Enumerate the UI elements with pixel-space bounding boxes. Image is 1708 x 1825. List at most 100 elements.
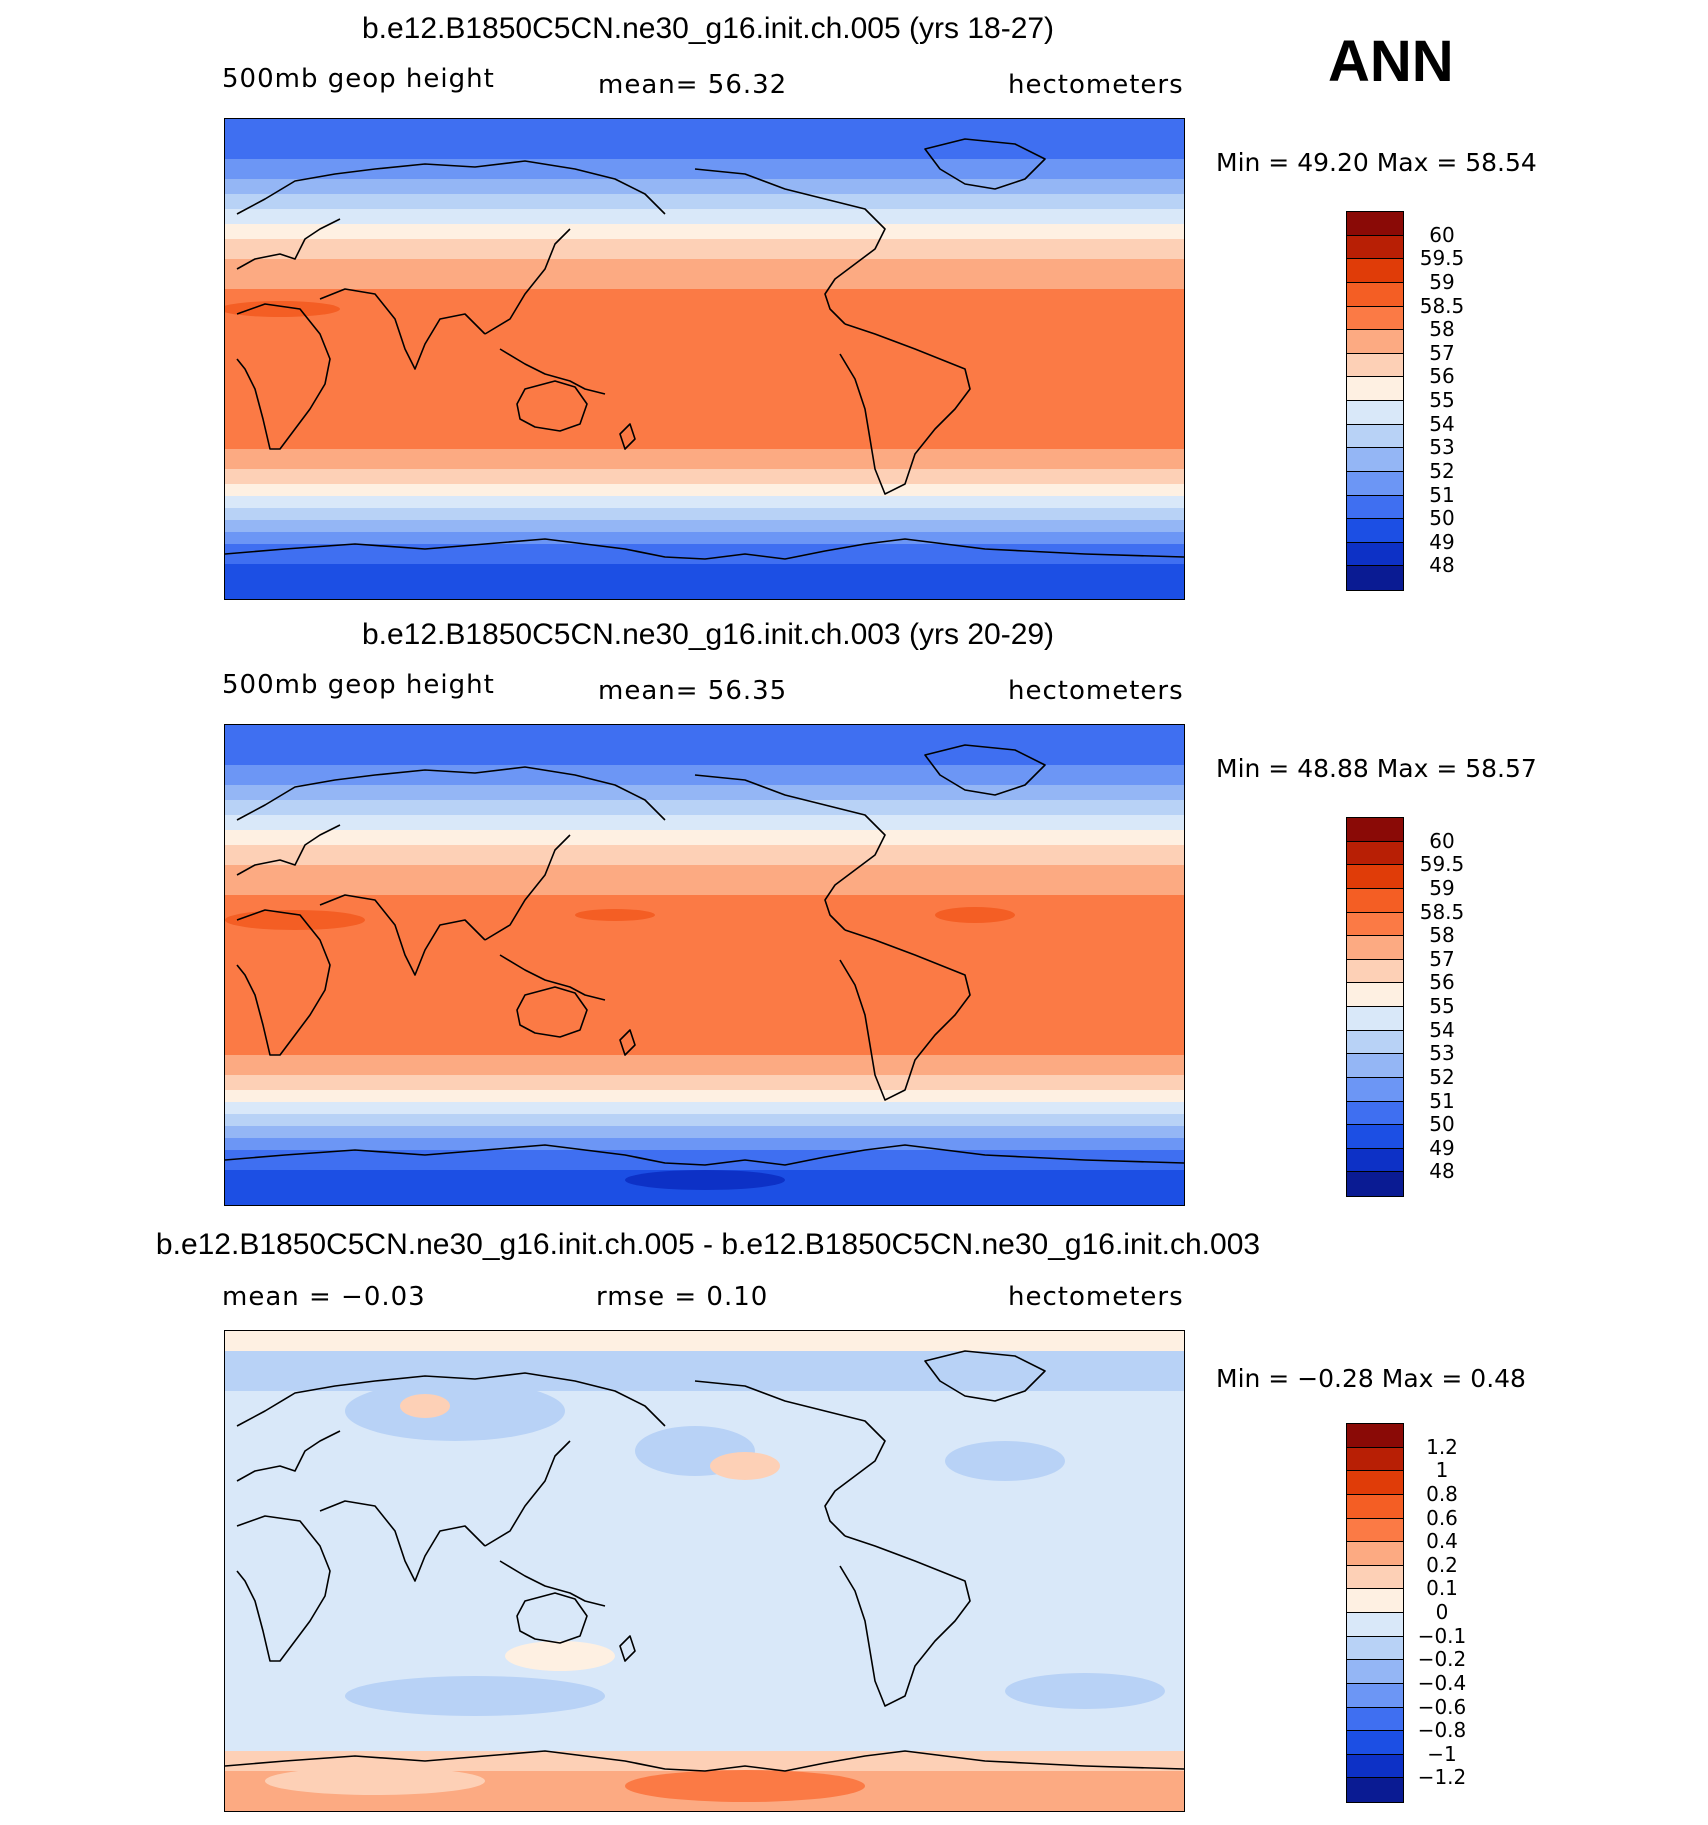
panel-3-coastline <box>694 1380 886 1537</box>
panel-3-coastline <box>236 1372 666 1427</box>
panel-3-coastline <box>839 1535 971 1707</box>
panel-2-contour-band <box>225 785 1184 800</box>
panel-1-colorbar-tick-label: 51 <box>1429 482 1455 507</box>
panel-1-colorbar-tick-label: 57 <box>1429 340 1455 365</box>
panel-1-contour-band <box>225 496 1184 508</box>
panel-1-colorbar-cell <box>1347 235 1403 260</box>
panel-1-contour-band <box>225 564 1184 599</box>
panel-2-colorbar-tick-label: 49 <box>1429 1135 1455 1160</box>
panel-1-contour-band <box>225 532 1184 544</box>
panel-3-colorbar-tick-label: −0.2 <box>1417 1647 1467 1672</box>
panel-1-coastline <box>225 538 1184 560</box>
panel-2-coastline <box>319 894 486 976</box>
panel-2-colorbar-cell <box>1347 1077 1403 1102</box>
panel-2-units-label: hectometers <box>1008 676 1184 706</box>
panel-2-colorbar-tick-label: 50 <box>1429 1112 1455 1137</box>
panel-1-contour-band <box>225 209 1184 224</box>
panel-2-coastline <box>839 929 971 1101</box>
panel-3-coastline <box>619 1635 636 1662</box>
panel-2-coastline <box>225 1144 1184 1166</box>
panel-1-colorbar-cell <box>1347 306 1403 331</box>
panel-3-contour-patch <box>710 1452 780 1480</box>
panel-2-contour-band <box>225 725 1184 765</box>
panel-3-colorbar-cell <box>1347 1683 1403 1708</box>
panel-2-coastline <box>499 954 606 1001</box>
panel-3-colorbar-tick-label: −0.6 <box>1417 1694 1467 1719</box>
panel-1-contour-band <box>225 520 1184 532</box>
panel-1-map-svg <box>225 119 1184 599</box>
panel-3-mean-label: mean = −0.03 <box>222 1282 426 1312</box>
panel-1-coastline <box>619 423 636 450</box>
panel-2-colorbar-cell <box>1347 818 1403 842</box>
panel-3-contour-patch <box>505 1641 615 1671</box>
panel-1-variable-label: 500mb geop height <box>222 64 495 94</box>
panel-3-colorbar-cell <box>1347 1707 1403 1732</box>
panel-1-contour-band <box>225 259 1184 289</box>
panel-3-minmax: Min = −0.28 Max = 0.48 <box>1216 1364 1526 1393</box>
panel-3-colorbar-tick-label: 0.1 <box>1426 1576 1458 1601</box>
panel-3-colorbar-cell <box>1347 1518 1403 1543</box>
panel-2-colorbar <box>1346 817 1404 1197</box>
panel-2-contour-band <box>225 1075 1184 1090</box>
panel-2-colorbar-cell <box>1347 1172 1403 1196</box>
panel-1-colorbar-tick-label: 50 <box>1429 506 1455 531</box>
panel-2-contour-band <box>225 865 1184 895</box>
panel-2-colorbar-tick-label: 58.5 <box>1419 899 1465 924</box>
panel-1-contour-band <box>225 508 1184 520</box>
panel-3-coastline <box>924 1350 1046 1402</box>
panel-1-colorbar-cell <box>1347 471 1403 496</box>
panel-1-coastline <box>499 348 606 395</box>
panel-3-colorbar-cell <box>1347 1778 1403 1802</box>
panel-2-coastline <box>236 909 331 1056</box>
panel-2-contour-band <box>225 1114 1184 1126</box>
panel-2-contour-band <box>225 765 1184 785</box>
panel-2-colorbar-tick-label: 59 <box>1429 875 1455 900</box>
panel-1-coastline <box>484 228 571 335</box>
panel-1-colorbar-tick-label: 55 <box>1429 388 1455 412</box>
panel-1-colorbar-tick-label: 49 <box>1429 529 1455 554</box>
panel-1-colorbar-cell <box>1347 353 1403 378</box>
panel-1-coastline <box>924 138 1046 190</box>
panel-1-coastline <box>236 218 341 270</box>
panel-3-colorbar-tick-label: −1 <box>1427 1741 1457 1766</box>
panel-2-coastline <box>484 834 571 941</box>
panel-1-colorbar-cell <box>1347 282 1403 307</box>
panel-3-colorbar-tick-label: 1 <box>1435 1458 1449 1483</box>
season-label: ANN <box>1328 29 1454 94</box>
panel-1-minmax: Min = 49.20 Max = 58.54 <box>1216 148 1537 177</box>
panel-2-minmax: Min = 48.88 Max = 58.57 <box>1216 754 1537 783</box>
panel-2-colorbar-cell <box>1347 912 1403 937</box>
panel-2-colorbar-tick-label: 53 <box>1429 1041 1455 1066</box>
panel-3-colorbar-tick-label: 0.4 <box>1426 1529 1458 1554</box>
panel-1-coastline <box>516 380 588 432</box>
panel-2-colorbar-tick-label: 59.5 <box>1419 852 1465 877</box>
panel-3-colorbar-tick-label: 1.2 <box>1426 1434 1458 1459</box>
panel-2-coastline <box>924 744 1046 796</box>
panel-1-contour-band <box>225 119 1184 159</box>
panel-1-map <box>224 118 1185 600</box>
panel-2-variable-label: 500mb geop height <box>222 670 495 700</box>
panel-1-colorbar-tick-label: 48 <box>1429 553 1455 578</box>
panel-1-contour-band <box>225 544 1184 564</box>
panel-3-coastline <box>516 1592 588 1644</box>
panel-3-colorbar-tick-label: −0.4 <box>1417 1670 1467 1695</box>
panel-3-coastline <box>499 1560 606 1607</box>
panel-1-mean-label: mean= 56.32 <box>598 70 788 100</box>
panel-2-colorbar-tick-label: 55 <box>1429 994 1455 1018</box>
panel-3-colorbar-cell <box>1347 1424 1403 1448</box>
panel-1-colorbar-cell <box>1347 495 1403 520</box>
panel-1-colorbar-tick-label: 53 <box>1429 435 1455 460</box>
panel-3-colorbar-tick-label: −0.1 <box>1417 1623 1467 1648</box>
panel-1-colorbar-cell <box>1347 542 1403 567</box>
panel-1-colorbar-tick-label: 59 <box>1429 269 1455 294</box>
panel-2-contour-band <box>225 1102 1184 1114</box>
panel-3-contour-patch <box>945 1441 1065 1481</box>
panel-2-colorbar-tick-label: 54 <box>1429 1017 1455 1042</box>
panel-3-units-label: hectometers <box>1008 1282 1184 1312</box>
panel-3-contour-band <box>225 1351 1184 1391</box>
panel-3-colorbar-tick-label: −1.2 <box>1417 1765 1467 1790</box>
panel-2-contour-band <box>225 800 1184 815</box>
panel-1-contour-band <box>225 289 1184 449</box>
panel-1-coastline <box>839 323 971 495</box>
panel-2-colorbar-cell <box>1347 959 1403 984</box>
